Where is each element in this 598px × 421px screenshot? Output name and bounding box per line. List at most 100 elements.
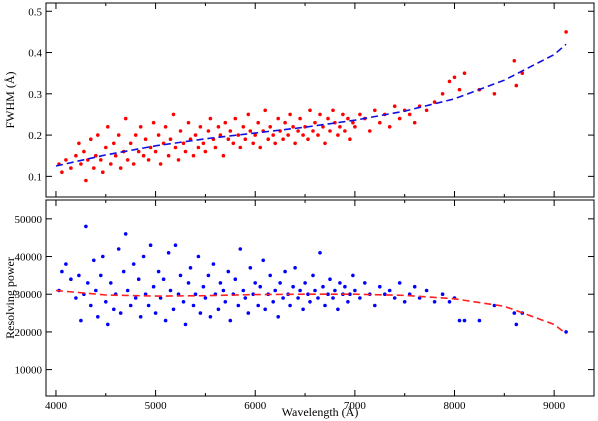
top-data-point <box>338 125 342 129</box>
top-data-point <box>271 133 276 137</box>
top-data-point <box>452 75 457 80</box>
bottom-data-point <box>236 303 241 308</box>
bottom-data-point <box>514 322 519 327</box>
top-data-point <box>176 158 181 162</box>
bottom-data-point <box>440 292 445 297</box>
top-data-point <box>74 153 78 158</box>
bottom-data-point <box>293 266 297 270</box>
bottom-data-point <box>69 277 73 282</box>
bottom-data-point <box>198 311 203 315</box>
bottom-data-point <box>223 300 228 304</box>
top-data-point <box>106 125 110 129</box>
top-data-point <box>99 158 103 162</box>
top-data-point <box>397 116 402 121</box>
bottom-data-point <box>226 269 231 274</box>
bottom-data-point <box>301 307 305 312</box>
bottom-data-point <box>512 311 517 315</box>
bottom-data-point <box>156 269 161 274</box>
bottom-data-point <box>64 262 68 266</box>
bottom-data-point <box>173 243 178 247</box>
bottom-data-point <box>564 330 568 334</box>
bottom-data-point <box>348 292 352 297</box>
top-y-tick-label: 0.2 <box>28 130 42 142</box>
bottom-data-point <box>206 273 211 278</box>
top-y-tick-label: 0.3 <box>28 89 42 101</box>
bottom-data-point <box>128 303 133 308</box>
bottom-data-point <box>243 296 248 300</box>
top-data-point <box>109 162 113 166</box>
bottom-data-point <box>89 303 93 308</box>
bottom-data-point <box>136 277 141 282</box>
bottom-data-point <box>99 273 103 278</box>
bottom-data-point <box>298 288 302 293</box>
bottom-data-point <box>109 281 113 285</box>
bottom-data-point <box>94 288 98 293</box>
bottom-data-point <box>253 281 257 285</box>
bottom-data-point <box>218 281 223 285</box>
top-data-point <box>138 125 143 129</box>
bottom-data-point <box>392 296 397 300</box>
top-data-point <box>514 83 519 88</box>
top-data-point <box>291 125 295 129</box>
top-data-point <box>301 133 305 137</box>
bottom-data-point <box>363 281 367 285</box>
top-data-point <box>323 141 327 146</box>
top-data-point <box>238 145 243 150</box>
top-data-point <box>183 149 188 154</box>
x-tick-label: 6000 <box>244 400 267 412</box>
bottom-panel: 4000 5000 6000 7000 8000 9000 10000 20000 30000 4… <box>3 199 595 419</box>
bottom-data-point <box>153 311 158 315</box>
bottom-data-point <box>373 303 377 308</box>
bottom-data-point <box>261 258 266 263</box>
bottom-data-point <box>306 292 310 297</box>
bottom-y-tick-label: 10000 <box>15 365 43 377</box>
bottom-axes: 4000 5000 6000 7000 8000 9000 10000 20000 30000 4… <box>15 200 594 412</box>
bottom-data-point <box>316 296 320 300</box>
top-axes: 0.1 0.2 0.3 0.4 0.5 <box>28 3 594 197</box>
top-data-point <box>246 112 251 117</box>
bottom-data-point <box>358 296 362 300</box>
bottom-data-point <box>121 269 126 274</box>
top-data-point <box>171 112 176 117</box>
top-data-point <box>148 145 153 150</box>
top-data-point <box>293 141 297 146</box>
top-data-point <box>276 116 281 121</box>
bottom-data-point <box>336 307 340 312</box>
top-data-point <box>447 79 452 84</box>
bottom-data-point <box>291 284 295 289</box>
bottom-data-point <box>283 269 287 274</box>
top-data-point <box>181 141 186 146</box>
bottom-data-point <box>158 296 163 300</box>
top-data-point <box>331 108 335 113</box>
top-data-point <box>373 108 377 113</box>
top-data-point <box>118 166 123 170</box>
bottom-data-point <box>346 300 350 304</box>
top-data-point <box>263 108 268 113</box>
top-data-point <box>351 120 355 125</box>
top-data-point <box>233 116 238 121</box>
top-data-point <box>346 116 350 121</box>
top-data-point <box>266 137 271 141</box>
top-data-point <box>226 137 231 141</box>
top-data-point <box>133 133 138 137</box>
top-data-point <box>407 112 412 117</box>
top-data-point <box>288 112 292 117</box>
bottom-data-point <box>303 281 307 285</box>
top-data-point <box>156 133 161 137</box>
top-data-point <box>79 162 83 166</box>
top-data-point <box>201 141 206 146</box>
bottom-data-point <box>201 284 206 289</box>
top-data-point <box>191 153 196 158</box>
top-data-point <box>258 145 263 150</box>
bottom-data-point <box>326 292 330 297</box>
x-tick-label: 4000 <box>45 400 68 412</box>
top-data-marks <box>55 30 568 183</box>
top-data-point <box>221 153 226 158</box>
bottom-data-point <box>447 300 452 304</box>
bottom-data-point <box>123 232 128 236</box>
bottom-data-point <box>338 281 342 285</box>
bottom-data-point <box>241 288 246 293</box>
bottom-data-point <box>333 288 337 293</box>
bottom-data-point <box>203 296 208 300</box>
bottom-data-point <box>378 284 382 289</box>
